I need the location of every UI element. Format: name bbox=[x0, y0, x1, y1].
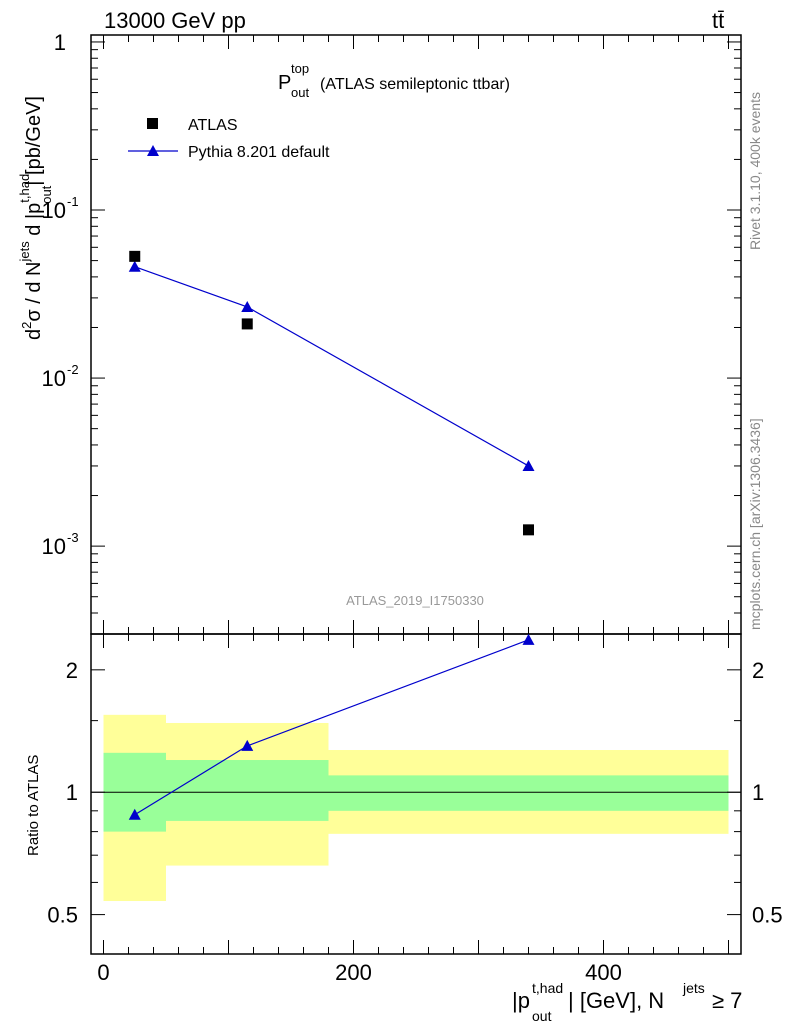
y-axis-label-main: d2σ / d Njets d |pt,had out| [pb/GeV] bbox=[17, 96, 54, 340]
ratio-ytick-label-right: 0.5 bbox=[752, 903, 783, 928]
mc-point-ratio bbox=[241, 739, 254, 751]
ratio-ytick-label-right: 1 bbox=[752, 780, 764, 805]
header-energy-label: 13000 GeV pp bbox=[104, 8, 246, 33]
main-panel: 10 -310 -210 -11 bbox=[42, 30, 742, 635]
ratio-ytick-label-left: 2 bbox=[66, 658, 78, 683]
ratio-panel: 0 200 400 0.5 0.5 1 1 2 2 bbox=[47, 35, 783, 985]
ratio-band-inner bbox=[328, 775, 729, 811]
main-ytick-exponent: -1 bbox=[67, 194, 79, 209]
svg-text:≥ 7: ≥ 7 bbox=[712, 988, 742, 1013]
mcplots-label: mcplots.cern.ch [arXiv:1306.3436] bbox=[747, 418, 763, 630]
plot-title: P top out (ATLAS semileptonic ttbar) bbox=[278, 61, 510, 100]
mc-point-ratio bbox=[522, 633, 535, 645]
ratio-ytick-label-left: 1 bbox=[66, 780, 78, 805]
svg-text:jets: jets bbox=[682, 980, 705, 996]
main-ytick-label: 10 bbox=[42, 366, 66, 391]
mc-point-ratio bbox=[128, 808, 141, 820]
title-rest: (ATLAS semileptonic ttbar) bbox=[320, 76, 510, 93]
rivet-label: Rivet 3.1.10, 400k events bbox=[747, 92, 763, 250]
svg-text:P: P bbox=[278, 72, 291, 94]
x-tick-label: 200 bbox=[335, 960, 372, 985]
svg-text:out: out bbox=[532, 1008, 552, 1024]
legend-mc-marker bbox=[147, 145, 159, 156]
title-main: P bbox=[278, 72, 291, 94]
ratio-frame bbox=[90, 633, 742, 955]
ratio-band-inner bbox=[166, 760, 329, 821]
legend: ATLAS Pythia 8.201 default bbox=[128, 117, 330, 161]
ratio-ytick-label-right: 2 bbox=[752, 658, 764, 683]
main-ytick-exponent: -2 bbox=[67, 362, 79, 377]
main-ytick-exponent: -3 bbox=[67, 530, 79, 545]
y-axis-label-ratio: Ratio to ATLAS bbox=[25, 755, 42, 856]
data-point-main bbox=[129, 250, 141, 262]
ratio-ytick-label-left: 0.5 bbox=[47, 903, 78, 928]
legend-data-label: ATLAS bbox=[188, 117, 238, 134]
main-ytick-label: 1 bbox=[54, 30, 66, 55]
x-tick-label: 400 bbox=[585, 960, 622, 985]
title-sup: top bbox=[291, 61, 309, 76]
svg-text:| [GeV], N: | [GeV], N bbox=[568, 988, 664, 1013]
x-tick-label: 0 bbox=[97, 960, 109, 985]
analysis-watermark: ATLAS_2019_I1750330 bbox=[346, 593, 484, 608]
title-sub: out bbox=[291, 85, 309, 100]
main-ytick-label: 10 bbox=[42, 534, 66, 559]
mc-point-main bbox=[128, 260, 141, 272]
data-point-main bbox=[523, 524, 534, 536]
svg-text:|p: |p bbox=[512, 988, 530, 1013]
data-point-main bbox=[241, 318, 253, 330]
mc-point-main bbox=[241, 300, 254, 312]
mc-line-main bbox=[134, 266, 529, 467]
legend-data-marker bbox=[147, 118, 158, 129]
main-ytick-label: 10 bbox=[42, 198, 66, 223]
svg-text:t,had: t,had bbox=[532, 980, 563, 996]
x-axis-label: |p t,had out | [GeV], N jets ≥ 7 bbox=[512, 980, 742, 1024]
header-process-label: tt̄ bbox=[712, 8, 724, 33]
legend-mc-label: Pythia 8.201 default bbox=[188, 144, 330, 161]
mc-point-main bbox=[522, 459, 535, 471]
